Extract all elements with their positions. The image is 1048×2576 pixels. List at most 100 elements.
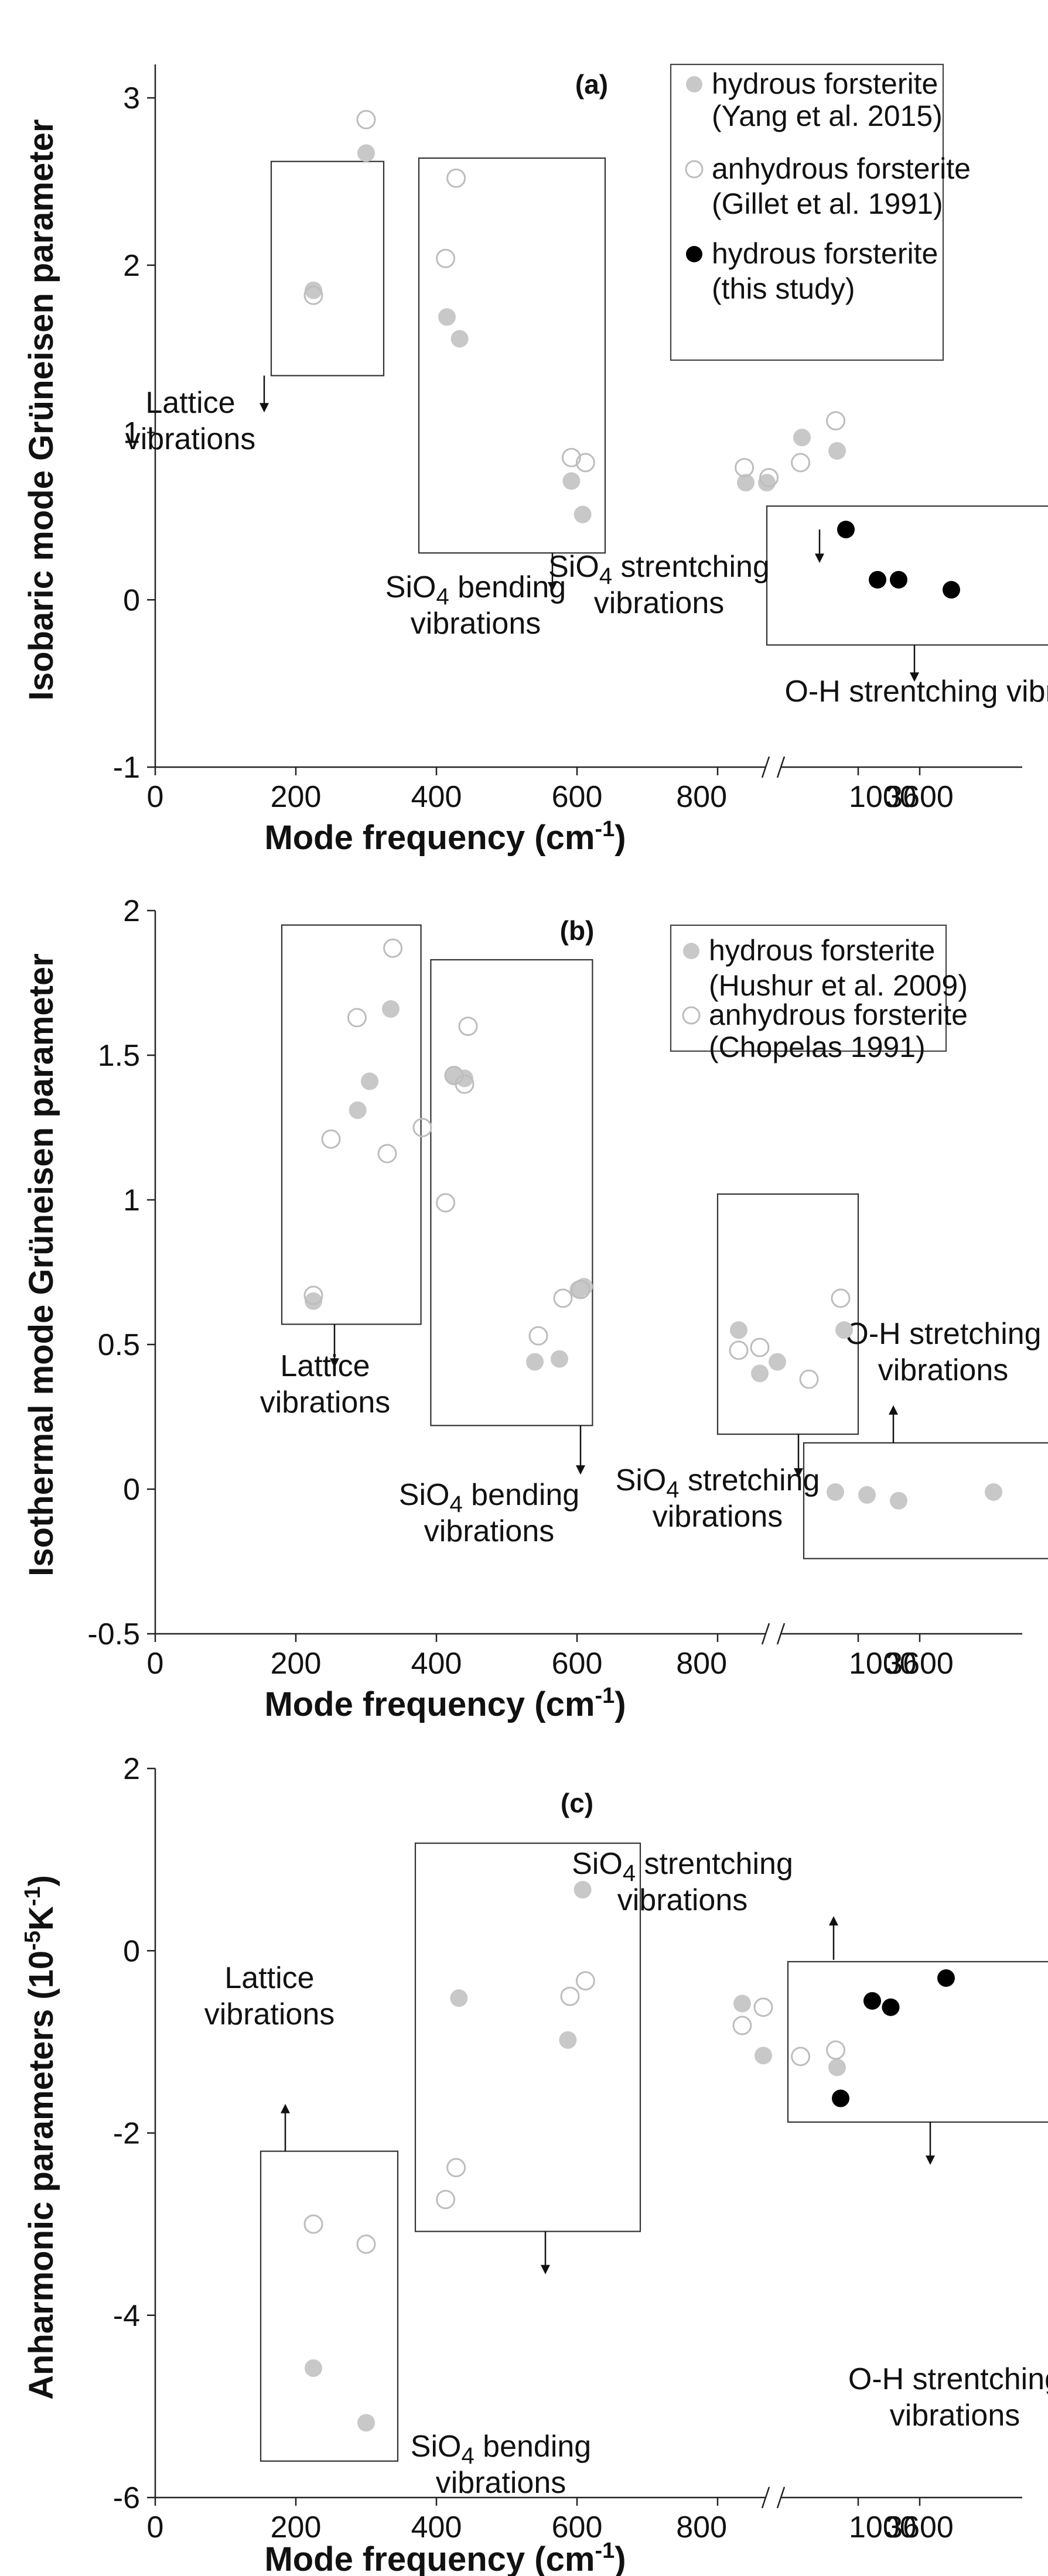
data-point-open bbox=[791, 2047, 811, 2067]
axis-break-mark bbox=[776, 2486, 786, 2509]
sio4-bending-box bbox=[430, 959, 593, 1426]
x-tick-label: 400 bbox=[411, 1647, 462, 1681]
annotation-label: vibrations bbox=[424, 1514, 555, 1548]
annotation-label: SiO4 bending bbox=[385, 570, 566, 610]
annotation-label: Lattice bbox=[280, 1349, 370, 1383]
sio4-stretching-box bbox=[716, 1193, 859, 1435]
x-tick-label: 3600 bbox=[886, 1647, 954, 1681]
annotation-label: SiO4 bending bbox=[411, 2430, 591, 2469]
data-point-open bbox=[826, 411, 846, 431]
x-tick-label: 600 bbox=[552, 2510, 603, 2544]
data-point-filled bbox=[793, 429, 811, 447]
data-point-filled bbox=[755, 2047, 772, 2065]
data-point-filled bbox=[890, 1491, 907, 1510]
data-point-open bbox=[455, 1074, 474, 1094]
x-tick-label: 0 bbox=[147, 780, 164, 814]
annotation-label: vibrations bbox=[125, 422, 256, 456]
legend-entry-label: hydrous forsterite bbox=[709, 934, 935, 967]
legend: hydrous forsterite(Yang et al. 2015)anhy… bbox=[670, 63, 971, 361]
data-point-open bbox=[347, 1008, 367, 1028]
data-point-filled bbox=[562, 472, 581, 490]
data-point-filled bbox=[890, 571, 907, 589]
annotation-label: SiO4 bending bbox=[399, 1478, 579, 1517]
sio4-bending-box bbox=[414, 1842, 641, 2232]
y-axis-title: Isothermal mode Grüneisen parameter bbox=[22, 953, 60, 1576]
data-point-open bbox=[356, 2234, 376, 2254]
x-tick-label: 3600 bbox=[886, 2510, 954, 2544]
series-1 bbox=[303, 110, 846, 488]
annotation-label: Lattice bbox=[145, 386, 235, 420]
legend-marker-open bbox=[685, 160, 704, 179]
legend-marker-filled bbox=[683, 943, 699, 959]
y-axis-title: Anharmonic parameters (10-5K-1) bbox=[21, 1875, 60, 2400]
annotation-arrow bbox=[548, 553, 557, 591]
annotation-arrow bbox=[829, 1916, 838, 1960]
legend: hydrous forsterite(Hushur et al. 2009)an… bbox=[670, 924, 968, 1063]
data-point-open bbox=[831, 1288, 851, 1308]
data-point-filled bbox=[305, 1292, 322, 1310]
data-point-filled bbox=[827, 1483, 844, 1501]
series-0 bbox=[305, 144, 846, 524]
annotation-label: O-H stretching bbox=[845, 1317, 1041, 1351]
data-point-filled bbox=[863, 1992, 881, 2010]
x-tick-label: 1000 bbox=[849, 2510, 917, 2544]
lattice-box bbox=[260, 2150, 399, 2462]
y-tick-label: -4 bbox=[113, 2299, 140, 2333]
x-tick-label: 1000 bbox=[849, 1647, 917, 1681]
data-point-open bbox=[750, 1337, 770, 1357]
data-point-open bbox=[732, 2016, 752, 2036]
data-point-filled bbox=[450, 330, 469, 348]
x-axis-title: Mode frequency (cm-1) bbox=[264, 2539, 626, 2576]
x-tick-label: 800 bbox=[676, 2510, 727, 2544]
data-point-filled bbox=[937, 1969, 955, 1987]
data-point-open bbox=[303, 2214, 323, 2234]
legend-marker-open bbox=[682, 1006, 701, 1025]
data-point-filled bbox=[828, 2058, 846, 2076]
data-point-filled bbox=[985, 1483, 1002, 1501]
annotation-label: SiO4 strentching bbox=[548, 550, 770, 589]
annotation-label: O-H strentching bbox=[848, 2362, 1048, 2396]
y-tick-label: 1.5 bbox=[98, 1039, 140, 1073]
data-point-filled bbox=[758, 474, 776, 492]
data-point-open bbox=[436, 248, 456, 268]
annotation-label: Lattice bbox=[224, 1961, 314, 1995]
y-tick-label: 0.5 bbox=[98, 1328, 140, 1362]
data-point-open bbox=[383, 938, 403, 958]
annotation-arrow bbox=[541, 2231, 550, 2274]
axis-break-mark bbox=[761, 756, 770, 778]
series-0 bbox=[305, 1880, 846, 2432]
annotation-label: vibrations bbox=[617, 1883, 748, 1917]
data-point-filled bbox=[559, 2031, 577, 2049]
axis-break-mark bbox=[776, 756, 786, 778]
data-point-open bbox=[321, 1129, 341, 1149]
legend-frame bbox=[670, 924, 947, 1052]
data-point-open bbox=[436, 2190, 456, 2209]
legend-marker-filled bbox=[686, 246, 702, 262]
data-point-open bbox=[377, 1144, 397, 1164]
data-point-open bbox=[303, 1285, 323, 1305]
axis-break-mark bbox=[761, 1623, 770, 1645]
data-point-filled bbox=[835, 1321, 853, 1339]
x-tick-label: 0 bbox=[147, 2510, 164, 2544]
annotation-label: vibrations bbox=[411, 607, 541, 641]
data-point-filled bbox=[858, 1486, 876, 1504]
annotation-arrow bbox=[330, 1324, 339, 1368]
annotation-arrow bbox=[926, 2122, 935, 2165]
x-tick-label: 200 bbox=[271, 1647, 322, 1681]
x-tick-label: 200 bbox=[271, 2510, 322, 2544]
data-point-filled bbox=[450, 1989, 468, 2007]
series-2 bbox=[832, 1969, 955, 2108]
x-tick-label: 800 bbox=[676, 780, 727, 814]
legend-entry-label: (this study) bbox=[712, 272, 855, 305]
data-point-filled bbox=[357, 144, 375, 162]
data-point-open bbox=[446, 2158, 466, 2178]
data-point-open bbox=[729, 1340, 749, 1360]
legend-entry-label: anhydrous forsterite bbox=[709, 998, 968, 1031]
data-point-filled bbox=[837, 521, 855, 539]
legend-entry-label: hydrous forsterite bbox=[712, 67, 938, 100]
legend-marker-filled bbox=[686, 76, 702, 93]
x-axis-title: Mode frequency (cm-1) bbox=[264, 817, 626, 857]
oh-stretching-box bbox=[766, 505, 1048, 646]
